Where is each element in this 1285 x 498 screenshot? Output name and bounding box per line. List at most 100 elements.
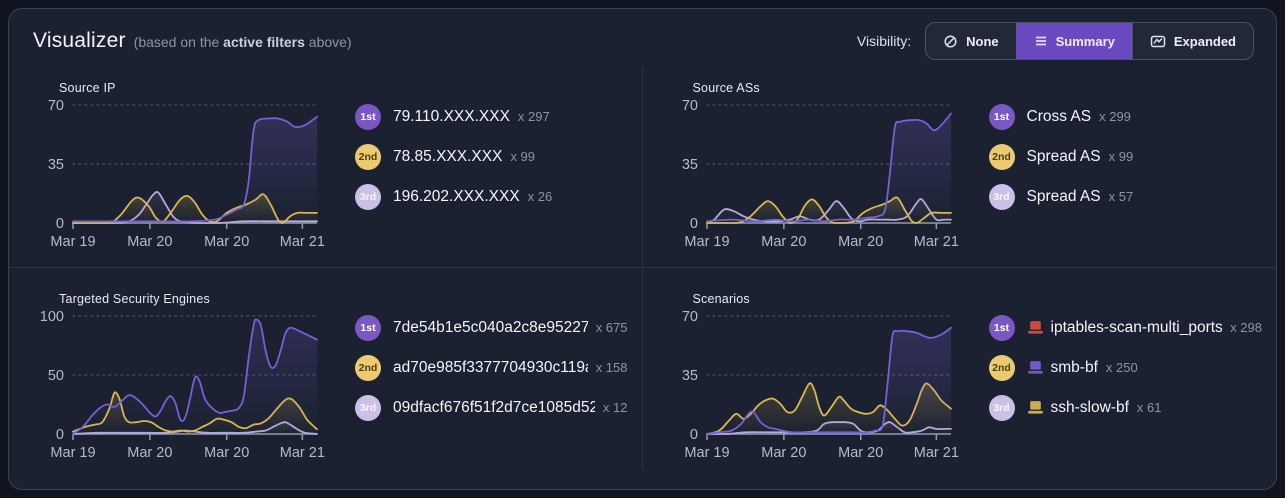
item-count: x 99 xyxy=(1108,149,1134,164)
item-count: x 99 xyxy=(510,149,536,164)
rank-badge: 3rd xyxy=(355,394,381,421)
svg-text:Mar 21: Mar 21 xyxy=(280,234,325,250)
svg-text:70: 70 xyxy=(48,98,64,114)
item-name: Cross AS xyxy=(1026,107,1092,125)
item-name: Spread AS xyxy=(1026,147,1101,165)
visualizer-card: Visualizer (based on the active filters … xyxy=(8,8,1277,490)
panel-title: Targeted Security Engines xyxy=(59,292,210,306)
rank-badge: 2nd xyxy=(988,354,1015,381)
svg-text:Mar 20: Mar 20 xyxy=(127,445,172,461)
item-name: smb-bf xyxy=(1050,358,1098,376)
rank-item[interactable]: 3rd Spread AS x 57 xyxy=(988,183,1263,210)
svg-text:35: 35 xyxy=(681,368,697,384)
svg-text:0: 0 xyxy=(56,427,64,443)
rank-item[interactable]: 2nd ad70e985f3377704930c119a85ccf… x 158 xyxy=(355,354,628,381)
rank-badge: 1st xyxy=(988,314,1015,341)
rank-badge: 1st xyxy=(355,103,381,130)
rank-badge: 2nd xyxy=(355,354,381,381)
rank-badge: 3rd xyxy=(988,394,1015,421)
visibility-expanded-button[interactable]: Expanded xyxy=(1131,23,1253,59)
source-ass-chart: 0 35 70 Mar 19 Mar 20 Mar 20 Mar 21 xyxy=(681,98,958,250)
item-count: x 297 xyxy=(517,109,550,124)
rank-item[interactable]: 1st 79.110.XXX.XXX x 297 xyxy=(355,103,628,130)
svg-text:Mar 21: Mar 21 xyxy=(913,234,958,250)
visibility-label: Visibility: xyxy=(856,33,912,49)
item-count: x 12 xyxy=(602,400,628,415)
svg-text:50: 50 xyxy=(48,368,64,384)
slash-circle-icon xyxy=(943,34,958,49)
svg-text:Mar 19: Mar 19 xyxy=(50,234,95,250)
rank-badge: 2nd xyxy=(355,143,381,170)
item-name: 78.85.XXX.XXX xyxy=(393,147,503,165)
visibility-segmented-control: None Summary xyxy=(925,22,1254,60)
item-count: x 298 xyxy=(1230,320,1262,335)
svg-text:100: 100 xyxy=(40,309,64,325)
svg-text:Mar 21: Mar 21 xyxy=(913,445,958,461)
item-name: ssh-slow-bf xyxy=(1050,398,1129,416)
source-ip-chart: 0 35 70 Mar 19 Mar 20 Mar 20 Mar 21 xyxy=(48,98,325,250)
chart-block: Source IP 0 35 70 Mar 19 Mar 20 Mar 20 Mar 21 xyxy=(33,81,335,267)
item-count: x 26 xyxy=(527,189,553,204)
svg-text:Mar 21: Mar 21 xyxy=(280,445,325,461)
laptop-icon xyxy=(1027,320,1044,335)
svg-text:35: 35 xyxy=(48,157,64,173)
rank-item[interactable]: 1st Cross AS x 299 xyxy=(988,103,1263,130)
svg-text:Mar 19: Mar 19 xyxy=(684,234,729,250)
svg-text:Mar 20: Mar 20 xyxy=(761,234,806,250)
rank-badge: 3rd xyxy=(355,183,381,210)
rank-list: 1st Cross AS x 299 2nd Spread AS x 99 3r… xyxy=(988,81,1263,267)
svg-text:0: 0 xyxy=(689,216,697,232)
panel-title: Scenarios xyxy=(692,292,750,306)
rank-item[interactable]: 2nd Spread AS x 99 xyxy=(988,143,1263,170)
targeted-security-engines-chart: 0 50 100 Mar 19 Mar 20 Mar 20 Mar 21 xyxy=(40,309,325,461)
panels-grid: Source IP 0 35 70 Mar 19 Mar 20 Mar 20 Mar 21 … xyxy=(9,65,1276,469)
page-title: Visualizer xyxy=(33,29,126,52)
item-count: x 299 xyxy=(1099,109,1131,124)
svg-text:Mar 20: Mar 20 xyxy=(761,445,806,461)
panel-title: Source ASs xyxy=(692,81,760,95)
chart-block: Source ASs 0 35 70 Mar 19 Mar 20 Mar 20 Mar 21 xyxy=(667,81,969,267)
svg-text:70: 70 xyxy=(681,309,697,325)
header-titles: Visualizer (based on the active filters … xyxy=(33,29,352,53)
svg-text:Mar 19: Mar 19 xyxy=(50,445,95,461)
item-count: x 250 xyxy=(1105,360,1138,375)
rank-item[interactable]: 3rd 196.202.XXX.XXX x 26 xyxy=(355,183,628,210)
item-name: 09dfacf676f51f2d7ce1085d52b6061f xyxy=(393,398,595,416)
button-label: Summary xyxy=(1055,33,1115,49)
rank-badge: 1st xyxy=(988,103,1015,130)
rank-badge: 1st xyxy=(355,314,381,341)
button-label: Expanded xyxy=(1173,33,1236,49)
item-count: x 57 xyxy=(1108,189,1134,204)
subtitle-suffix: above) xyxy=(308,34,352,50)
rank-list: 1st 79.110.XXX.XXX x 297 2nd 78.85.XXX.X… xyxy=(355,81,628,267)
rank-list: 1st 7de54b1e5c040a2c8e952278a3c3… x 675 … xyxy=(355,292,628,469)
item-name: 79.110.XXX.XXX xyxy=(393,107,510,125)
rank-item[interactable]: 2nd smb-bf x 250 xyxy=(988,354,1263,381)
item-name: ad70e985f3377704930c119a85ccf… xyxy=(393,358,588,376)
visibility-controls: Visibility: None Sum xyxy=(857,22,1254,60)
panel-source-ass: Source ASs 0 35 70 Mar 19 Mar 20 Mar 20 Mar 21… xyxy=(643,65,1277,267)
rank-list: 1st iptables-scan-multi_ports x 298 2nd xyxy=(988,292,1263,469)
chart-block: Targeted Security Engines 0 50 100 Mar 19 Ma… xyxy=(33,292,335,469)
svg-text:Mar 20: Mar 20 xyxy=(204,445,249,461)
item-count: x 61 xyxy=(1136,400,1162,415)
scenarios-chart: 0 35 70 Mar 19 Mar 20 Mar 20 Mar 21 xyxy=(681,309,958,461)
visibility-none-button[interactable]: None xyxy=(926,23,1016,59)
rank-badge: 3rd xyxy=(988,183,1015,210)
visibility-summary-button[interactable]: Summary xyxy=(1015,23,1132,59)
panel-scenarios: Scenarios 0 35 70 Mar 19 Mar 20 Mar 20 Mar 21 … xyxy=(642,267,1276,469)
page-subtitle: (based on the active filters above) xyxy=(134,34,352,50)
laptop-icon xyxy=(1027,400,1044,415)
item-count: x 158 xyxy=(595,360,628,375)
svg-text:Mar 20: Mar 20 xyxy=(204,234,249,250)
subtitle-bold: active filters xyxy=(223,34,305,50)
rank-item[interactable]: 2nd 78.85.XXX.XXX x 99 xyxy=(355,143,628,170)
rank-item[interactable]: 3rd 09dfacf676f51f2d7ce1085d52b6061f x 1… xyxy=(355,394,628,421)
laptop-icon xyxy=(1027,360,1044,375)
item-name: 7de54b1e5c040a2c8e952278a3c3… xyxy=(393,318,588,336)
rank-badge: 2nd xyxy=(988,143,1015,170)
rank-item[interactable]: 1st 7de54b1e5c040a2c8e952278a3c3… x 675 xyxy=(355,314,628,341)
rank-item[interactable]: 1st iptables-scan-multi_ports x 298 xyxy=(988,314,1262,341)
rank-item[interactable]: 3rd ssh-slow-bf x 61 xyxy=(988,394,1263,421)
button-label: None xyxy=(966,33,999,49)
